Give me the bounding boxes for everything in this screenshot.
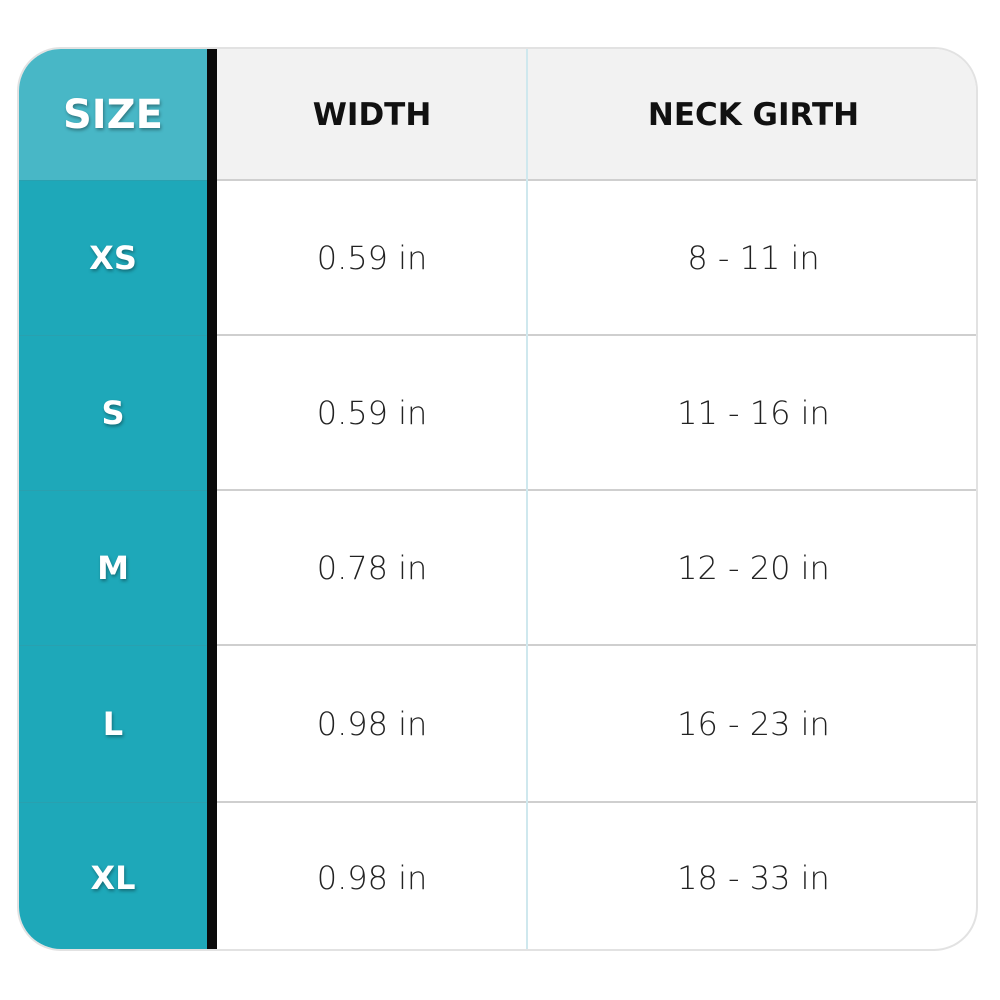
row-divider — [217, 179, 976, 181]
value-cell: 11 - 16 in — [677, 393, 830, 432]
size-cell: M — [19, 490, 207, 645]
value-cell: 12 - 20 in — [677, 548, 830, 587]
size-cell: L — [19, 645, 207, 802]
header-cell: SIZE — [19, 49, 207, 180]
row-divider — [217, 489, 976, 491]
size-cell: XL — [19, 802, 207, 949]
row-divider — [217, 334, 976, 336]
row-divider — [217, 801, 976, 803]
value-cell: 0.78 in — [316, 548, 428, 587]
header-cell: WIDTH — [217, 49, 527, 180]
size-table: SIZE WIDTH NECK GIRTH XS 0.59 in 8 - 11 in S 0.… — [17, 47, 978, 951]
black-bar — [207, 49, 217, 949]
value-cell: 8 - 11 in — [687, 238, 820, 277]
value-cell: 0.59 in — [316, 238, 428, 277]
value-cell: 0.98 in — [316, 858, 428, 897]
header-cell: NECK GIRTH — [527, 49, 976, 180]
value-cell: 0.59 in — [316, 393, 428, 432]
value-cell: 0.98 in — [316, 704, 428, 743]
size-cell: S — [19, 335, 207, 490]
value-cell: 18 - 33 in — [677, 858, 830, 897]
value-cell: 16 - 23 in — [677, 704, 830, 743]
size-cell: XS — [19, 180, 207, 335]
column-divider — [526, 49, 528, 949]
row-divider — [217, 644, 976, 646]
